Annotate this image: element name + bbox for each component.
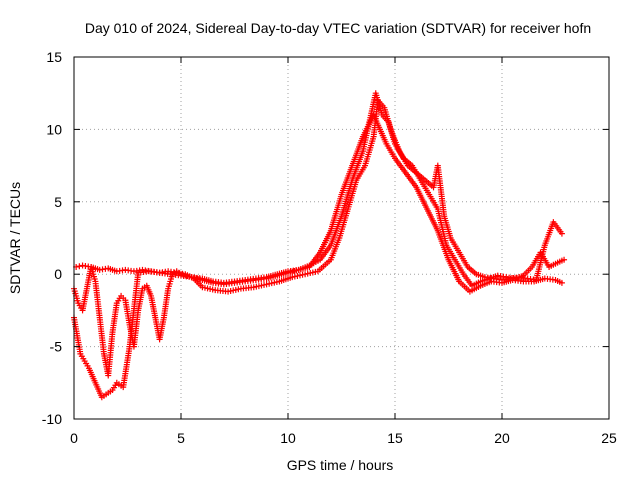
grid-lines <box>74 57 609 419</box>
x-tick-label: 25 <box>601 430 617 446</box>
axis-ticks <box>73 56 610 420</box>
y-tick-labels: -10 -5 0 5 10 15 <box>42 49 62 427</box>
x-tick-label: 5 <box>177 430 185 446</box>
y-tick-label: -10 <box>42 411 62 427</box>
data-point <box>558 230 565 237</box>
y-tick-label: 5 <box>54 194 62 210</box>
x-tick-labels: 0 5 10 15 20 25 <box>70 430 617 446</box>
data-point <box>76 263 83 270</box>
x-tick-label: 10 <box>280 430 296 446</box>
y-tick-label: 0 <box>54 266 62 282</box>
y-tick-label: -5 <box>50 339 63 355</box>
y-axis-label: SDTVAR / TECUs <box>7 182 23 294</box>
x-tick-label: 20 <box>494 430 510 446</box>
y-tick-label: 15 <box>46 49 62 65</box>
data-point <box>558 279 565 286</box>
data-points <box>71 90 568 401</box>
x-tick-label: 0 <box>70 430 78 446</box>
data-point <box>561 256 568 263</box>
plot-frame <box>73 56 610 420</box>
x-tick-label: 15 <box>387 430 403 446</box>
y-tick-label: 10 <box>46 121 62 137</box>
x-axis-label: GPS time / hours <box>287 457 394 473</box>
chart-title: Day 010 of 2024, Sidereal Day-to-day VTE… <box>85 20 591 36</box>
